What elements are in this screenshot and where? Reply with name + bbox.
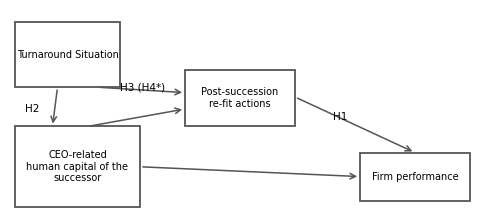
Bar — [15, 22, 120, 87]
Text: H3 (H4*): H3 (H4*) — [120, 82, 165, 92]
Bar — [15, 126, 140, 207]
Text: H2: H2 — [26, 104, 40, 114]
Text: Turnaround Situation: Turnaround Situation — [16, 49, 118, 60]
Text: H1: H1 — [333, 112, 347, 122]
Bar — [360, 153, 470, 201]
Text: Post-succession
re-fit actions: Post-succession re-fit actions — [202, 87, 278, 109]
Text: Firm performance: Firm performance — [372, 172, 458, 182]
Bar — [185, 70, 295, 126]
Text: CEO-related
human capital of the
successor: CEO-related human capital of the success… — [26, 150, 128, 183]
